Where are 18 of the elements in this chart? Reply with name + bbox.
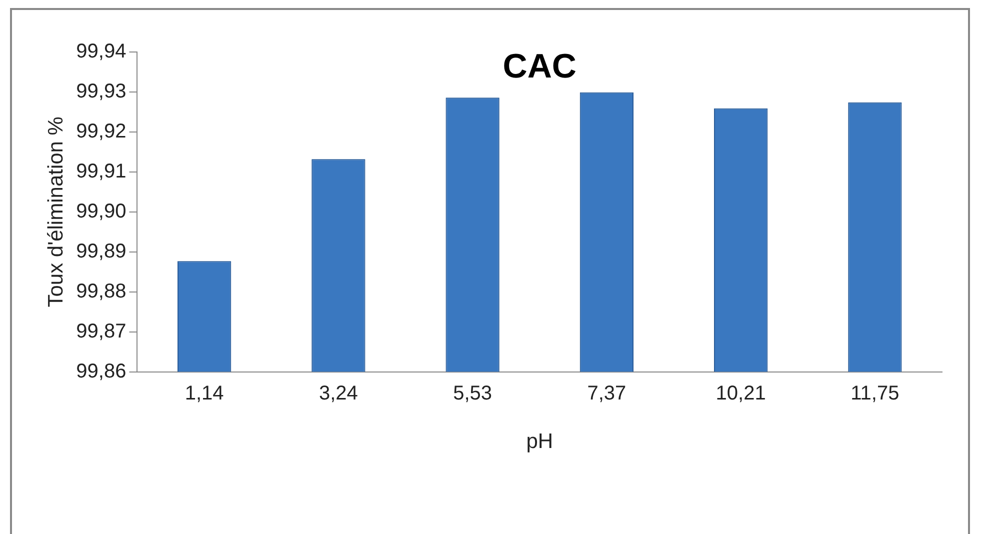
y-tick-label: 99,89 (76, 240, 126, 262)
y-tick-label: 99,90 (76, 200, 126, 222)
y-tick-label: 99,88 (76, 280, 126, 302)
y-tick-label: 99,94 (76, 40, 126, 63)
x-tick-label: 1,14 (184, 382, 224, 404)
y-tick-label: 99,86 (76, 360, 126, 382)
y-tick-label: 99,87 (76, 320, 126, 342)
x-tick-label: 3,24 (318, 382, 358, 404)
x-tick-label: 5,53 (453, 382, 492, 404)
y-tick-label: 99,93 (76, 80, 126, 102)
x-tick-label: 7,37 (587, 382, 626, 404)
x-tick-label: 10,21 (716, 382, 766, 404)
y-tick-label: 99,91 (76, 160, 126, 182)
y-axis-title: Toux d'élimination % (44, 116, 68, 308)
chart-title: CAC (502, 47, 576, 86)
x-tick-label: 11,75 (850, 382, 900, 404)
x-axis-title: pH (526, 430, 554, 454)
y-tick-label: 99,92 (76, 120, 126, 142)
